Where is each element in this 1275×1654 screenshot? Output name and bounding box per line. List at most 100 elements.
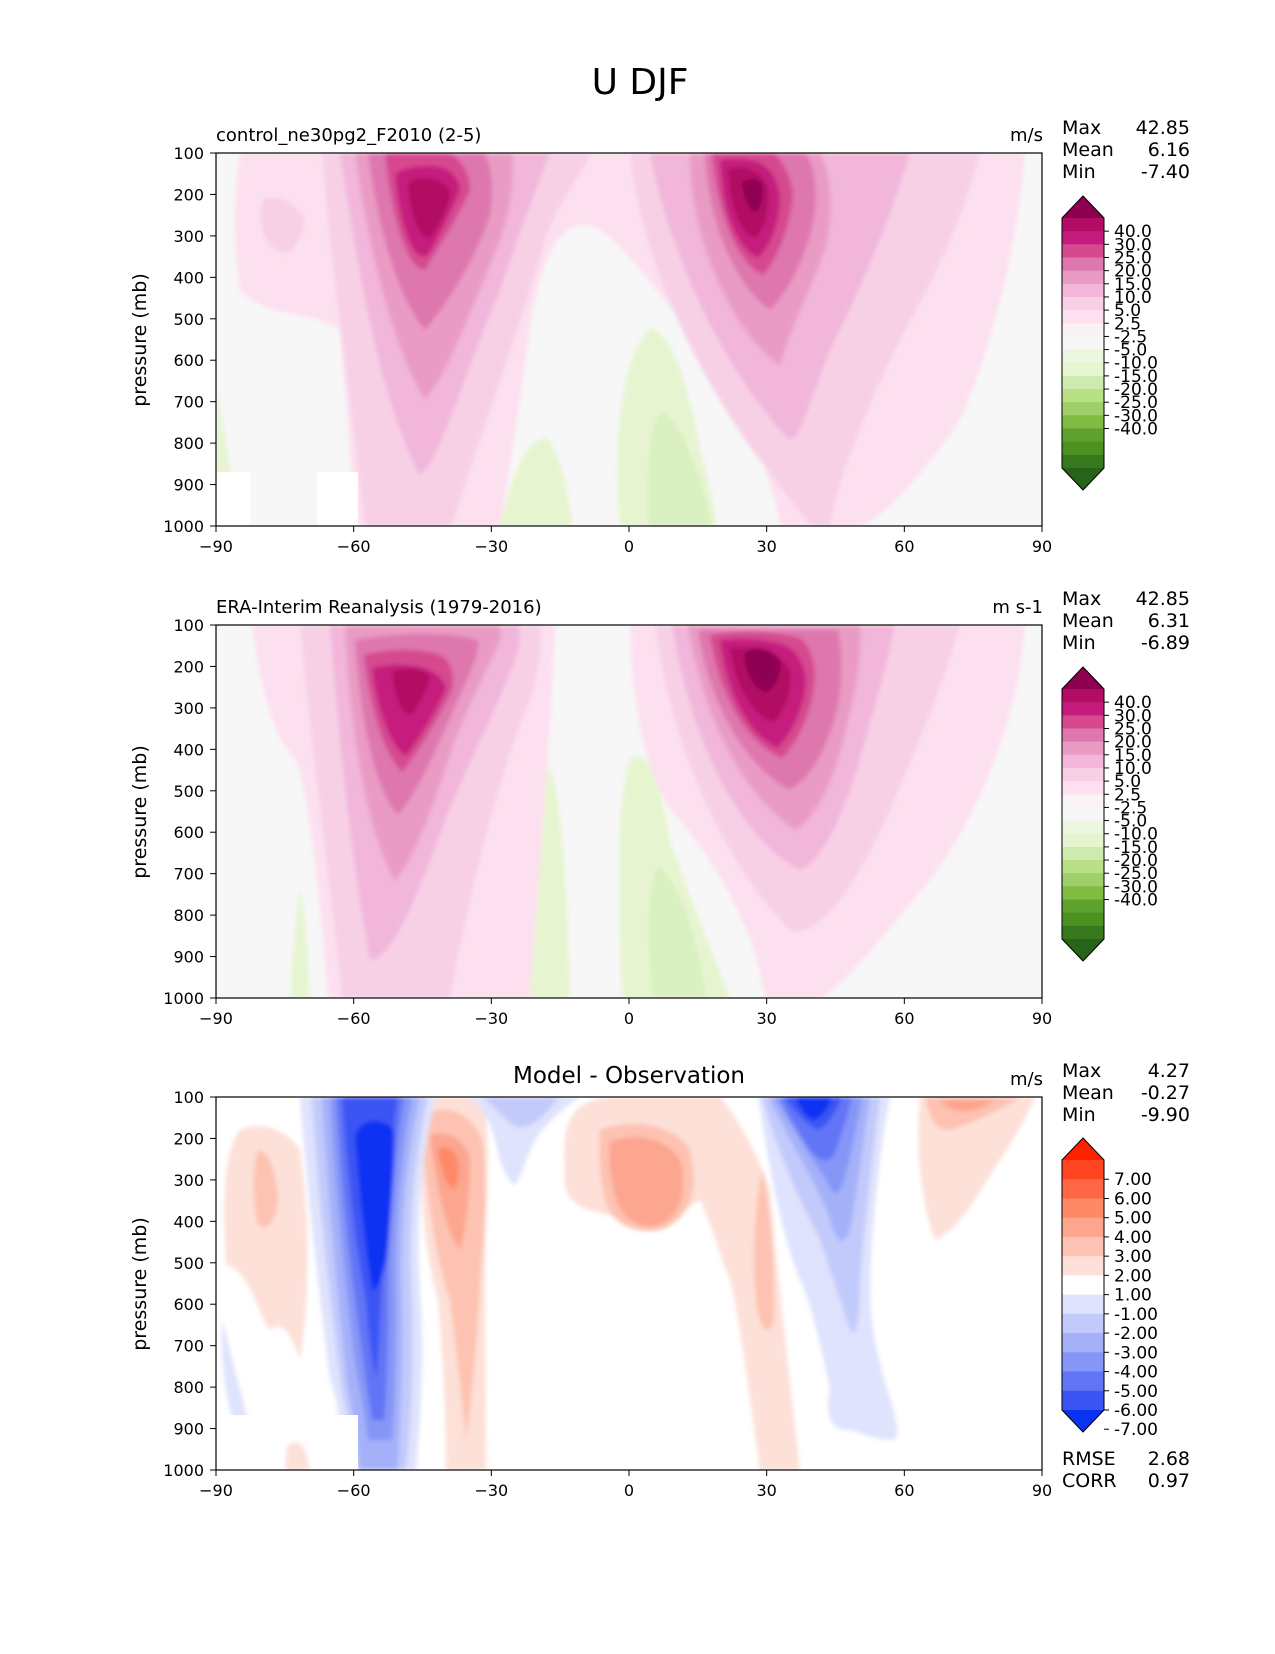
colorbar-extend-min	[1062, 468, 1104, 490]
units-label: m s-1	[992, 597, 1043, 618]
colorbar-segment	[1062, 767, 1104, 782]
colorbar-extend-max	[1062, 1138, 1104, 1160]
colorbar-tick-label: -6.00	[1114, 1401, 1158, 1421]
figure-title: U DJF	[592, 62, 689, 103]
y-tick-label: 1000	[163, 989, 204, 1008]
colorbar-segment	[1062, 807, 1104, 822]
colorbar-segment	[1062, 1390, 1104, 1411]
colorbar-segment	[1062, 257, 1104, 272]
colorbar-segment	[1062, 860, 1104, 874]
y-tick-label: 600	[173, 823, 204, 842]
colorbar-segment	[1062, 912, 1104, 927]
colorbar-tick-label: -5.00	[1114, 1382, 1158, 1402]
stat-label: Min	[1062, 1104, 1096, 1126]
panel-reanalysis: ERA-Interim Reanalysis (1979-2016) m s-1…	[129, 588, 1190, 1028]
contour-region	[500, 437, 572, 526]
x-tick-label: −60	[337, 1009, 371, 1028]
y-tick-label: 100	[173, 144, 204, 163]
colorbar-extend-max	[1062, 196, 1104, 218]
colorbar-tick-label: -4.00	[1114, 1363, 1158, 1383]
colorbar-tick-label: -25.0	[1114, 393, 1158, 413]
contour-region	[290, 888, 310, 998]
colorbar-tick-label: 6.00	[1114, 1189, 1152, 1209]
plot-area	[216, 625, 1042, 998]
x-tick-label: 0	[624, 537, 634, 556]
colorbar-segment	[1062, 886, 1104, 901]
x-axis: −90 −60 −30 0 30 60 90	[199, 998, 1052, 1028]
colorbar-tick-label: -2.5	[1114, 798, 1147, 818]
colorbar-segment	[1062, 925, 1104, 940]
x-tick-label: 30	[756, 1009, 776, 1028]
y-tick-label: 200	[173, 185, 204, 204]
y-tick-label: 100	[173, 616, 204, 635]
colorbar-outline	[1061, 666, 1105, 962]
colorbar-segment	[1062, 270, 1104, 285]
x-tick-label: 30	[756, 1481, 776, 1500]
y-tick-label: 500	[173, 310, 204, 329]
stat-value: -0.27	[1141, 1082, 1190, 1104]
panel-title: ERA-Interim Reanalysis (1979-2016)	[216, 597, 542, 618]
contour-region	[744, 648, 781, 692]
stats-box: Max 42.85 Mean 6.16 Min -7.40	[1062, 117, 1190, 183]
colorbar-tick-label: 10.0	[1114, 288, 1152, 308]
colorbar-segment	[1062, 702, 1104, 716]
y-tick-label: 600	[173, 351, 204, 370]
y-tick-label: 700	[173, 865, 204, 884]
colorbar-tick-label: -30.0	[1114, 877, 1158, 897]
stat-value: 6.31	[1148, 610, 1190, 632]
y-tick-label: 200	[173, 657, 204, 676]
colorbar-segment	[1062, 1352, 1104, 1373]
y-tick-label: 600	[173, 1295, 204, 1314]
colorbar-segment	[1062, 1333, 1104, 1353]
colorbar-tick-label: -20.0	[1114, 380, 1158, 400]
colorbar-segment	[1062, 1371, 1104, 1392]
colorbar-tick-label: 30.0	[1114, 706, 1152, 726]
panel-title: control_ne30pg2_F2010 (2-5)	[216, 125, 481, 146]
colorbar-segment	[1062, 402, 1104, 416]
x-tick-label: −60	[337, 1481, 371, 1500]
stat-label: Mean	[1062, 1082, 1114, 1104]
stat-value: 42.85	[1136, 117, 1190, 139]
colorbar-segment	[1062, 689, 1104, 703]
contour-region	[438, 1147, 459, 1189]
colorbar-tick-label: 2.5	[1114, 785, 1141, 805]
x-tick-label: −30	[474, 1009, 508, 1028]
contour-region	[224, 1097, 1035, 1470]
colorbar-segment	[1062, 1160, 1104, 1180]
y-axis-label: pressure (mb)	[129, 273, 151, 407]
colorbar-segment	[1062, 741, 1104, 756]
stats-box: Max 4.27 Mean -0.27 Min -9.90	[1062, 1060, 1190, 1126]
contour-region	[647, 412, 712, 526]
colorbar: 40.030.025.020.015.010.05.02.5-2.5-5.0-1…	[1061, 195, 1158, 491]
stat-value: -9.90	[1141, 1104, 1190, 1126]
plot-area	[216, 1097, 1042, 1470]
y-axis: 100 200 300 400 500 600 700 800 900 1000	[163, 1088, 216, 1480]
x-axis: −90 −60 −30 0 30 60 90	[199, 526, 1052, 556]
x-tick-label: 0	[624, 1009, 634, 1028]
y-tick-label: 900	[173, 476, 204, 495]
colorbar-tick-label: -3.00	[1114, 1343, 1158, 1363]
colorbar-tick-label: 10.0	[1114, 759, 1152, 779]
x-tick-label: −90	[199, 1009, 233, 1028]
colorbar-tick-label: 30.0	[1114, 235, 1152, 255]
stat-value: -7.40	[1141, 161, 1190, 183]
x-tick-label: 90	[1032, 1481, 1052, 1500]
colorbar-tick-label: 7.00	[1114, 1170, 1152, 1190]
colorbar-segment	[1062, 244, 1104, 259]
colorbar-tick-label: 25.0	[1114, 719, 1152, 739]
stat-value: 6.16	[1148, 139, 1190, 161]
colorbar-tick-label: -10.0	[1114, 825, 1158, 845]
colorbar-tick-label: 40.0	[1114, 693, 1152, 713]
colorbar-segment	[1062, 833, 1104, 848]
y-tick-label: 400	[173, 740, 204, 759]
units-label: m/s	[1010, 125, 1043, 146]
colorbar-tick-label: -30.0	[1114, 406, 1158, 426]
missing-data-region	[216, 1415, 358, 1470]
plot-area	[216, 153, 1042, 526]
colorbar-segment	[1062, 1294, 1104, 1315]
x-tick-label: 60	[894, 537, 914, 556]
colorbar-tick-label: 20.0	[1114, 733, 1152, 753]
colorbar-tick-label: 1.00	[1114, 1286, 1152, 1306]
colorbar: 40.030.025.020.015.010.05.02.5-2.5-5.0-1…	[1061, 666, 1158, 962]
